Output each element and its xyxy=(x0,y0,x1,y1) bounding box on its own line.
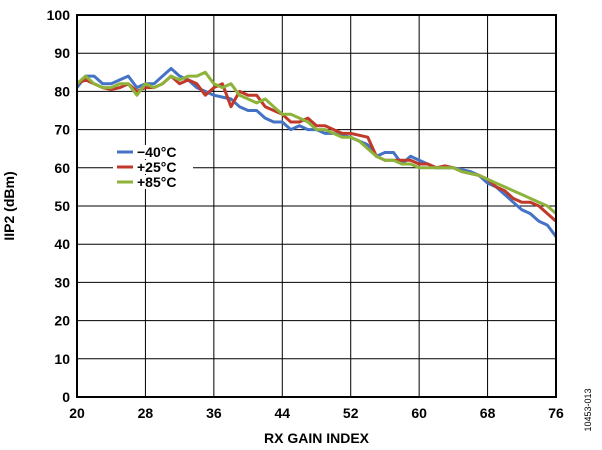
plot-frame xyxy=(76,14,557,398)
x-tick-label: 52 xyxy=(343,405,359,421)
y-tick-label: 40 xyxy=(54,236,70,252)
y-axis-label: IIP2 (dBm) xyxy=(1,171,17,240)
y-tick-label: 0 xyxy=(62,389,70,405)
series-layer xyxy=(75,67,558,238)
y-tick-label: 90 xyxy=(54,45,70,61)
y-tick-label: 20 xyxy=(54,313,70,329)
x-tick-label: 36 xyxy=(206,405,222,421)
y-tick-label: 70 xyxy=(54,122,70,138)
y-tick-label: 80 xyxy=(54,83,70,99)
x-axis-label: RX GAIN INDEX xyxy=(264,430,370,446)
legend-bg-0 xyxy=(113,145,193,159)
x-tick-label: 28 xyxy=(138,405,154,421)
series-line-2 xyxy=(75,70,557,215)
legend-bg-1 xyxy=(113,160,193,174)
legend-label-1: +25°C xyxy=(137,159,176,175)
x-tick-label: 68 xyxy=(480,405,496,421)
x-tick-labels: 20 28 36 44 52 60 68 76 xyxy=(69,405,564,421)
x-tick-label: 20 xyxy=(69,405,85,421)
y-tick-label: 50 xyxy=(54,198,70,214)
y-tick-label: 30 xyxy=(54,274,70,290)
legend: −40°C+25°C+85°C xyxy=(113,144,193,190)
y-tick-label: 100 xyxy=(47,7,71,23)
grid xyxy=(76,14,557,398)
x-tick-label: 76 xyxy=(548,405,564,421)
y-tick-labels: 0 10 20 30 40 50 60 70 80 90 100 xyxy=(47,7,71,405)
legend-bg-2 xyxy=(113,175,193,189)
legend-label-2: +85°C xyxy=(137,174,176,190)
legend-label-0: −40°C xyxy=(137,144,176,160)
x-tick-label: 44 xyxy=(274,405,290,421)
y-tick-label: 10 xyxy=(54,351,70,367)
y-tick-label: 60 xyxy=(54,160,70,176)
figure-id: 10453-013 xyxy=(583,388,593,431)
x-tick-label: 60 xyxy=(411,405,427,421)
